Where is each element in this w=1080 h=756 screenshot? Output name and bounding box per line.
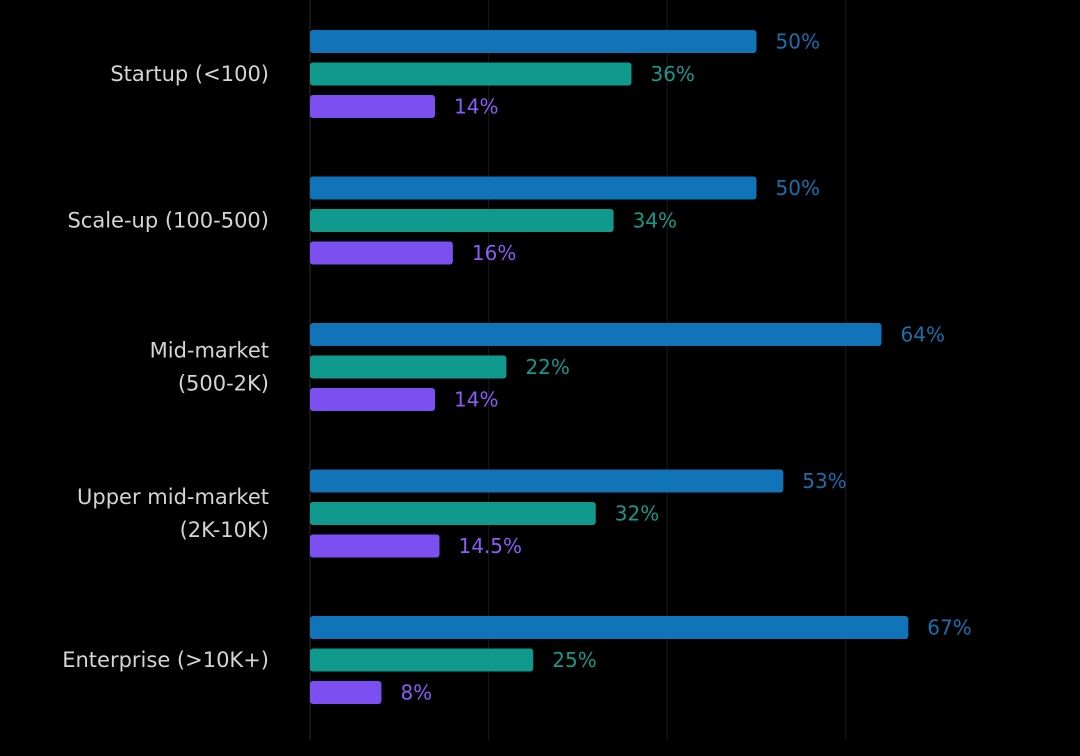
bar-group-mid-market: Mid-market (500-2K) 64% 22% 14% xyxy=(150,323,945,412)
data-label-series-3-startup: 14% xyxy=(454,95,498,119)
category-label-startup: Startup (<100) xyxy=(110,62,269,86)
bar-group-upper-mid-market: Upper mid-market (2K-10K) 53% 32% 14.5% xyxy=(77,469,847,558)
category-label-scale-up: Scale-up (100-500) xyxy=(67,209,269,233)
bar-group-startup: Startup (<100) 50% 36% 14% xyxy=(110,30,820,119)
data-label-series-2-scale-up: 34% xyxy=(633,209,677,233)
category-label-line: (2K-10K) xyxy=(180,518,269,542)
data-label-series-2-mid-market: 22% xyxy=(525,355,569,379)
bar-series-3-upper-mid-market xyxy=(310,534,440,558)
bar-series-2-upper-mid-market xyxy=(310,502,596,525)
category-label-line: Upper mid-market xyxy=(77,485,269,509)
category-label-upper-mid-market: Upper mid-market (2K-10K) xyxy=(77,485,269,542)
bar-series-3-enterprise xyxy=(310,681,382,704)
category-label-enterprise: Enterprise (>10K+) xyxy=(62,648,269,672)
bar-series-1-scale-up xyxy=(310,176,757,200)
bar-series-1-enterprise xyxy=(310,616,909,639)
bar-group-scale-up: Scale-up (100-500) 50% 34% 16% xyxy=(67,176,819,265)
data-label-series-1-startup: 50% xyxy=(776,30,820,54)
bar-series-3-mid-market xyxy=(310,388,436,411)
category-label-mid-market: Mid-market (500-2K) xyxy=(150,339,269,396)
category-label-line: Startup (<100) xyxy=(110,62,269,86)
bar-series-1-startup xyxy=(310,30,757,53)
data-label-series-2-enterprise: 25% xyxy=(552,648,596,672)
bar-series-2-scale-up xyxy=(310,209,614,232)
data-label-series-1-scale-up: 50% xyxy=(776,176,820,200)
bar-series-2-startup xyxy=(310,62,632,86)
bar-series-3-startup xyxy=(310,95,436,118)
bar-series-2-enterprise xyxy=(310,648,534,672)
category-label-line: Enterprise (>10K+) xyxy=(62,648,269,672)
bar-series-3-scale-up xyxy=(310,241,453,265)
category-label-line: (500-2K) xyxy=(178,372,269,396)
bar-series-2-mid-market xyxy=(310,355,507,379)
data-label-series-3-scale-up: 16% xyxy=(472,241,516,265)
data-label-series-1-mid-market: 64% xyxy=(901,323,945,347)
bar-series-1-upper-mid-market xyxy=(310,469,784,493)
data-label-series-3-mid-market: 14% xyxy=(454,388,498,412)
data-label-series-1-upper-mid-market: 53% xyxy=(802,469,846,493)
data-label-series-1-enterprise: 67% xyxy=(927,616,971,640)
category-label-line: Scale-up (100-500) xyxy=(67,209,269,233)
data-label-series-2-upper-mid-market: 32% xyxy=(615,502,659,526)
bar-series-1-mid-market xyxy=(310,323,882,346)
bar-group-enterprise: Enterprise (>10K+) 67% 25% 8% xyxy=(62,616,972,705)
data-label-series-3-enterprise: 8% xyxy=(400,681,432,705)
data-label-series-2-startup: 36% xyxy=(650,62,694,86)
data-label-series-3-upper-mid-market: 14.5% xyxy=(458,534,522,558)
category-label-line: Mid-market xyxy=(150,339,269,363)
